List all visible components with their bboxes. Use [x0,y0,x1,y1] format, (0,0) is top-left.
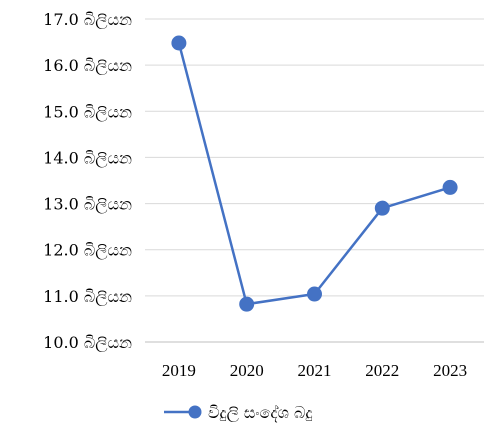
data-point-2021 [307,286,322,302]
y-axis-tick-labels: 10.0 බිලියන 11.0 බිලියන 12.0 බිලියන 13.0 බි… [43,10,132,353]
legend-marker-swatch [188,405,202,419]
y-tick-label: 11.0 බිලියන [43,287,132,307]
y-tick-label: 13.0 බිලියන [43,195,132,215]
data-point-2022 [374,200,390,216]
series-line [177,42,451,306]
x-tick-label: 2020 [230,361,264,380]
legend-label: විදුලි සංදේශ බදු [208,403,313,423]
x-tick-label: 2021 [298,361,332,380]
y-tick-label: 15.0 බිලියන [43,102,132,122]
y-tick-label: 10.0 බිලියන [43,333,132,353]
x-tick-label: 2019 [162,361,196,380]
y-tick-label: 12.0 බිලියන [43,241,132,261]
data-point-2020 [239,296,255,312]
x-tick-label: 2023 [433,361,467,380]
data-point-2019 [171,35,187,51]
data-point-2023 [442,179,458,195]
y-tick-label: 17.0 බිලියන [43,10,132,30]
gridlines [145,18,484,343]
x-axis-tick-labels: 2019 2020 2021 2022 2023 [162,361,467,380]
y-tick-label: 16.0 බිලියන [43,56,132,76]
y-tick-label: 14.0 බිලියන [43,148,132,168]
series-plot [171,35,458,312]
x-tick-label: 2022 [365,361,399,380]
legend: විදුලි සංදේශ බදු [164,403,313,423]
